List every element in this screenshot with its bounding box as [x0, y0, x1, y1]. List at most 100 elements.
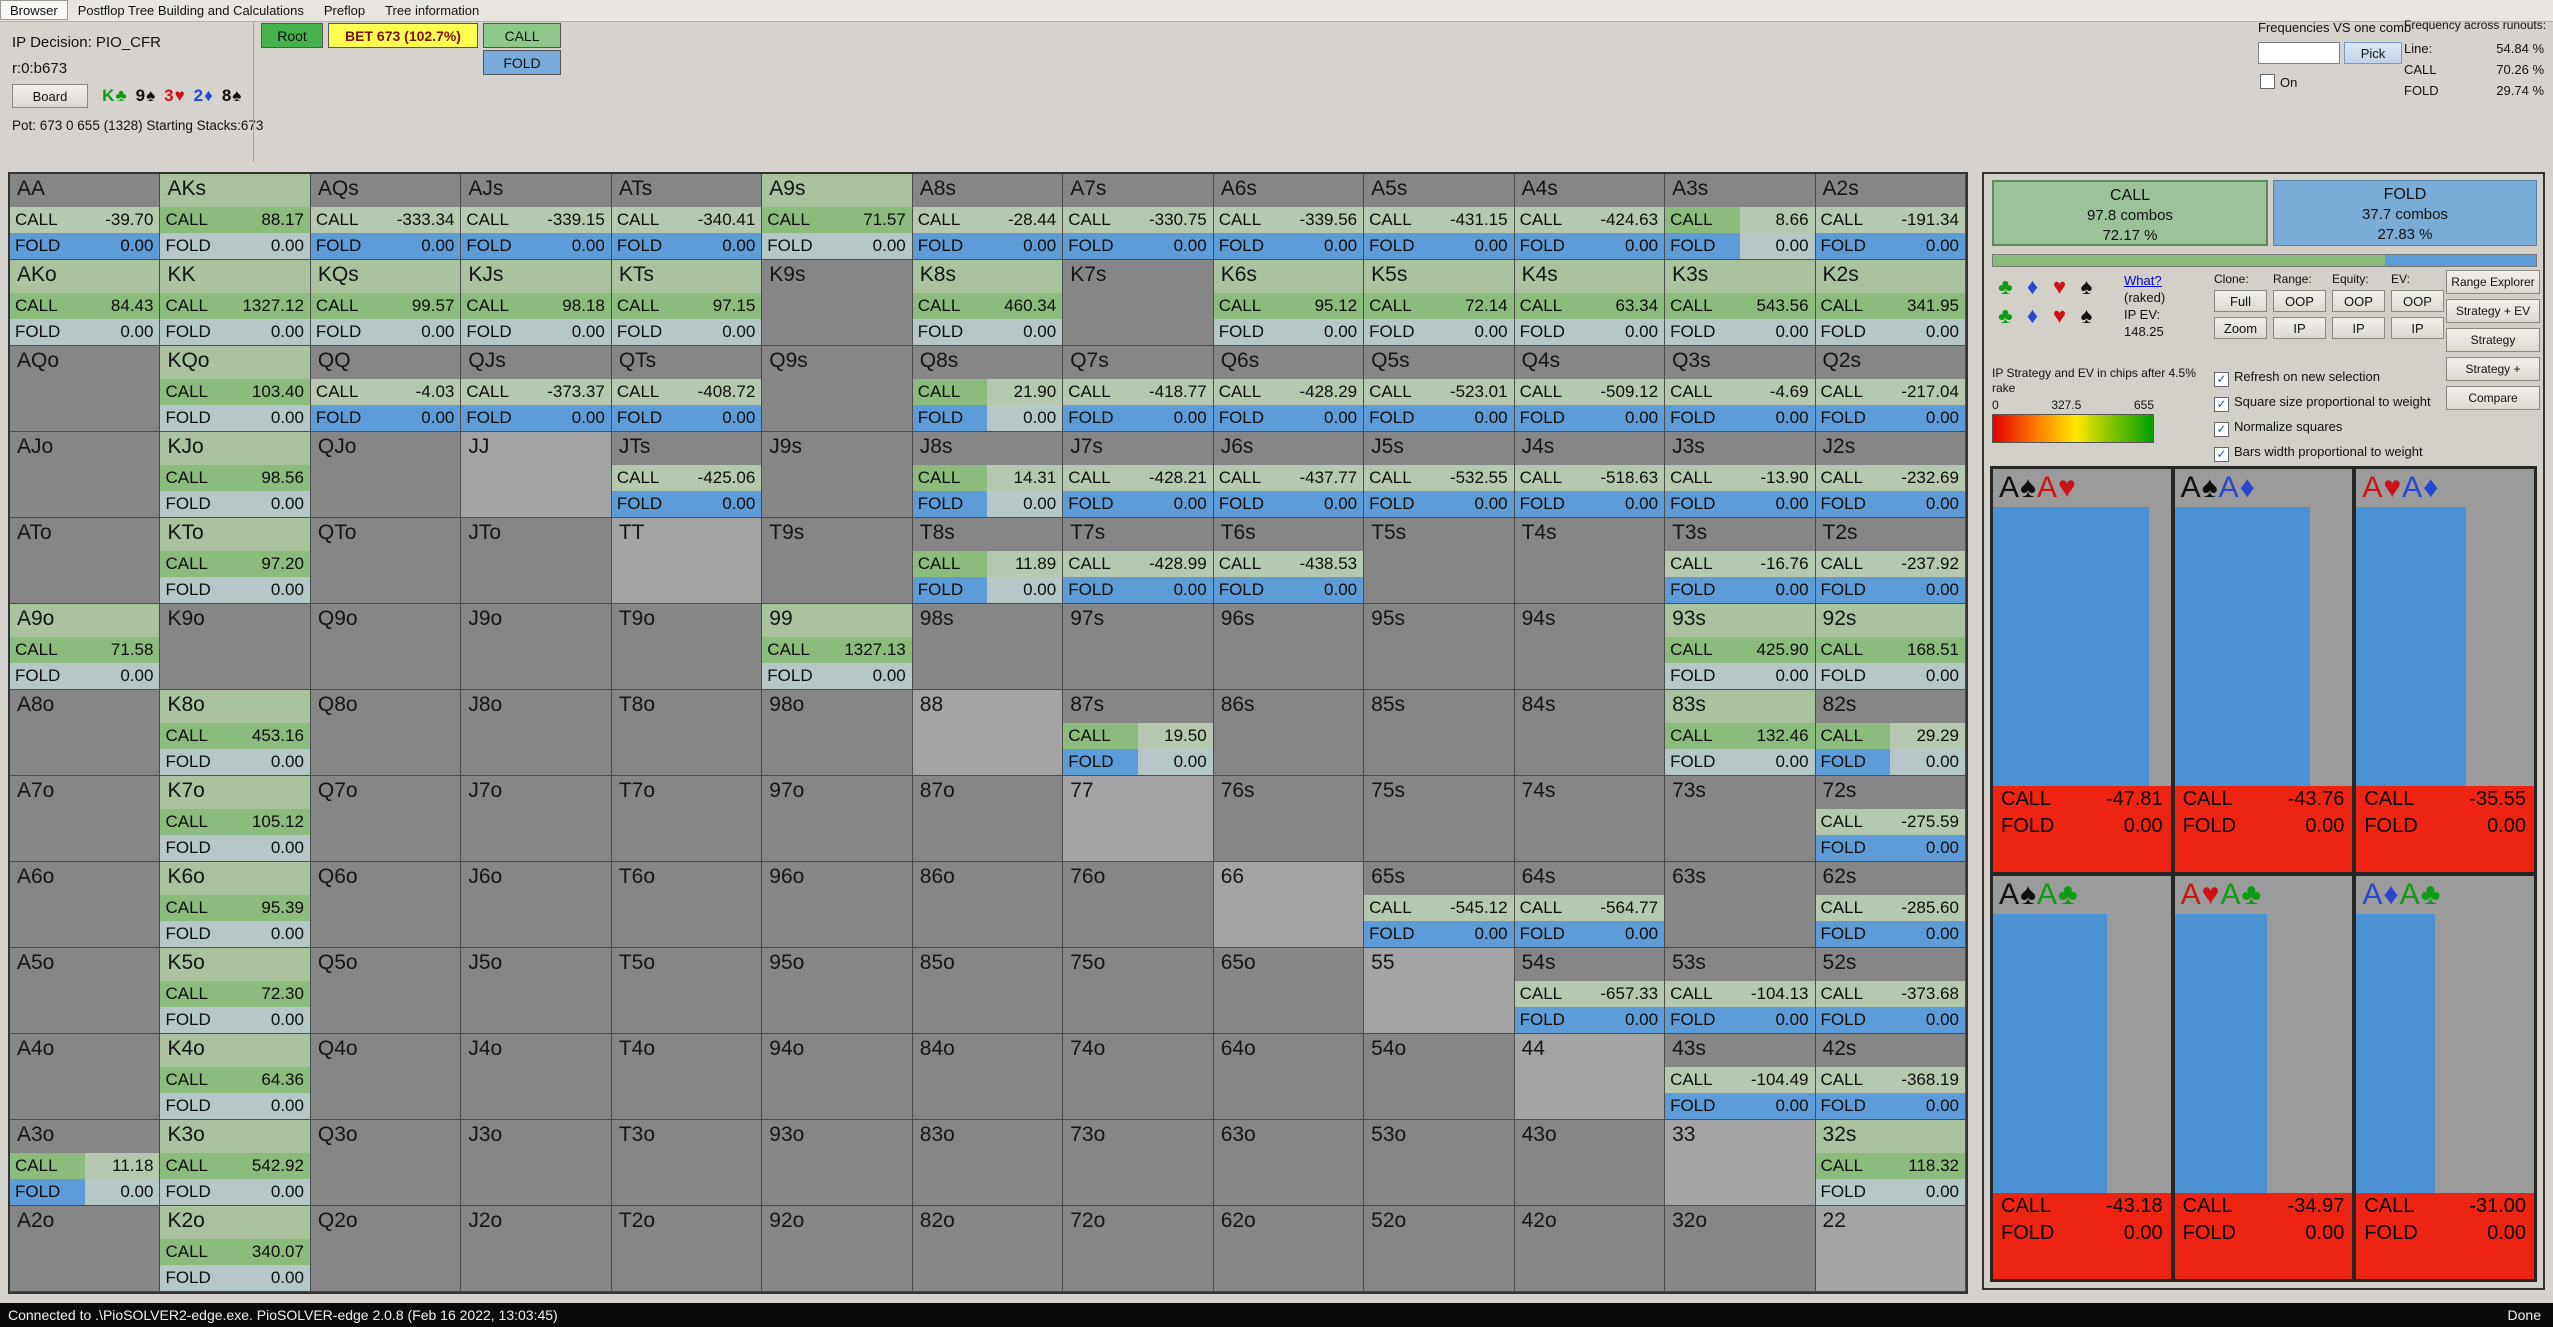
- menu-postflop-tree-building-and-calculations[interactable]: Postflop Tree Building and Calculations: [77, 3, 304, 18]
- grid-cell-A5o[interactable]: A5o: [10, 948, 161, 1034]
- suit-filter-s-icon[interactable]: ♠: [2080, 303, 2093, 328]
- grid-cell-K2o[interactable]: K2o CALL 340.07 FOLD 0.00: [160, 1206, 311, 1292]
- grid-cell-43o[interactable]: 43o: [1514, 1120, 1666, 1206]
- button-oop-2[interactable]: OOP: [2273, 290, 2326, 312]
- grid-cell-QTs[interactable]: QTs CALL -408.72 FOLD 0.00: [611, 346, 763, 432]
- grid-cell-J3o[interactable]: J3o: [461, 1120, 612, 1206]
- grid-cell-J2o[interactable]: J2o: [461, 1206, 612, 1292]
- grid-cell-K5s[interactable]: K5s CALL 72.14 FOLD 0.00: [1364, 260, 1515, 346]
- grid-cell-J9s[interactable]: J9s: [762, 432, 913, 518]
- suit-filter-h-icon[interactable]: ♥: [2052, 274, 2067, 299]
- grid-cell-A2s[interactable]: A2s CALL -191.34 FOLD 0.00: [1815, 174, 1966, 260]
- grid-cell-94o[interactable]: 94o: [762, 1034, 913, 1120]
- grid-cell-K3s[interactable]: K3s CALL 543.56 FOLD 0.00: [1665, 260, 1816, 346]
- grid-cell-K6o[interactable]: K6o CALL 95.39 FOLD 0.00: [160, 862, 311, 948]
- grid-cell-Q4s[interactable]: Q4s CALL -509.12 FOLD 0.00: [1514, 346, 1666, 432]
- grid-cell-KTo[interactable]: KTo CALL 97.20 FOLD 0.00: [160, 518, 311, 604]
- grid-cell-A4s[interactable]: A4s CALL -424.63 FOLD 0.00: [1514, 174, 1666, 260]
- grid-cell-J7s[interactable]: J7s CALL -428.21 FOLD 0.00: [1063, 432, 1214, 518]
- grid-cell-Q5s[interactable]: Q5s CALL -523.01 FOLD 0.00: [1364, 346, 1515, 432]
- menu-preflop[interactable]: Preflop: [323, 3, 366, 18]
- grid-cell-T7s[interactable]: T7s CALL -428.99 FOLD 0.00: [1063, 518, 1214, 604]
- grid-cell-T2o[interactable]: T2o: [611, 1206, 763, 1292]
- grid-cell-54s[interactable]: 54s CALL -657.33 FOLD 0.00: [1514, 948, 1666, 1034]
- grid-cell-T9s[interactable]: T9s: [762, 518, 913, 604]
- grid-cell-K9s[interactable]: K9s: [762, 260, 913, 346]
- suit-filter-d-icon[interactable]: ♦: [2026, 274, 2039, 299]
- grid-cell-76o[interactable]: 76o: [1063, 862, 1214, 948]
- grid-cell-99[interactable]: 99 CALL 1327.13 FOLD 0.00: [762, 604, 913, 690]
- combo-cell-ahac[interactable]: A♥A♣ CALL -34.97 FOLD 0.00: [2174, 876, 2353, 1279]
- grid-cell-94s[interactable]: 94s: [1514, 604, 1666, 690]
- grid-cell-A8s[interactable]: A8s CALL -28.44 FOLD 0.00: [912, 174, 1064, 260]
- grid-cell-Q6o[interactable]: Q6o: [310, 862, 462, 948]
- grid-cell-95s[interactable]: 95s: [1364, 604, 1515, 690]
- bars-width-proportional-to-weight-checkbox[interactable]: ✓ Bars width proportional to weight: [2214, 439, 2444, 464]
- grid-cell-T2s[interactable]: T2s CALL -237.92 FOLD 0.00: [1815, 518, 1966, 604]
- grid-cell-Q7o[interactable]: Q7o: [310, 776, 462, 862]
- checkbox-box[interactable]: ✓: [2214, 397, 2229, 412]
- grid-cell-82s[interactable]: 82s CALL 29.29 FOLD 0.00: [1815, 690, 1966, 776]
- range-explorer-button[interactable]: Range Explorer: [2446, 270, 2540, 294]
- grid-cell-KJs[interactable]: KJs CALL 98.18 FOLD 0.00: [461, 260, 612, 346]
- grid-cell-43s[interactable]: 43s CALL -104.49 FOLD 0.00: [1665, 1034, 1816, 1120]
- grid-cell-84s[interactable]: 84s: [1514, 690, 1666, 776]
- combo-cell-asah[interactable]: A♠A♥ CALL -47.81 FOLD 0.00: [1993, 469, 2171, 872]
- fold-summary-box[interactable]: FOLD 37.7 combos 27.83 %: [2273, 180, 2537, 246]
- normalize-squares-checkbox[interactable]: ✓ Normalize squares: [2214, 414, 2444, 439]
- grid-cell-AKs[interactable]: AKs CALL 88.17 FOLD 0.00: [160, 174, 311, 260]
- grid-cell-97s[interactable]: 97s: [1063, 604, 1214, 690]
- button-full-1[interactable]: Full: [2214, 290, 2267, 312]
- grid-cell-J6o[interactable]: J6o: [461, 862, 612, 948]
- grid-cell-Q8s[interactable]: Q8s CALL 21.90 FOLD 0.00: [912, 346, 1064, 432]
- grid-cell-32s[interactable]: 32s CALL 118.32 FOLD 0.00: [1815, 1120, 1966, 1206]
- grid-cell-J8s[interactable]: J8s CALL 14.31 FOLD 0.00: [912, 432, 1064, 518]
- refresh-on-new-selection-checkbox[interactable]: ✓ Refresh on new selection: [2214, 364, 2444, 389]
- grid-cell-K3o[interactable]: K3o CALL 542.92 FOLD 0.00: [160, 1120, 311, 1206]
- grid-cell-K7o[interactable]: K7o CALL 105.12 FOLD 0.00: [160, 776, 311, 862]
- grid-cell-J7o[interactable]: J7o: [461, 776, 612, 862]
- combo-cell-asad[interactable]: A♠A♦ CALL -43.76 FOLD 0.00: [2174, 469, 2353, 872]
- pick-button[interactable]: Pick: [2344, 42, 2402, 64]
- grid-cell-QJo[interactable]: QJo: [310, 432, 462, 518]
- grid-cell-J4o[interactable]: J4o: [461, 1034, 612, 1120]
- grid-cell-Q7s[interactable]: Q7s CALL -418.77 FOLD 0.00: [1063, 346, 1214, 432]
- grid-cell-T6s[interactable]: T6s CALL -438.53 FOLD 0.00: [1213, 518, 1365, 604]
- grid-cell-44[interactable]: 44: [1514, 1034, 1666, 1120]
- grid-cell-A8o[interactable]: A8o: [10, 690, 161, 776]
- grid-cell-T5o[interactable]: T5o: [611, 948, 763, 1034]
- strategy-button[interactable]: Strategy +: [2446, 357, 2540, 381]
- grid-cell-K8s[interactable]: K8s CALL 460.34 FOLD 0.00: [912, 260, 1064, 346]
- grid-cell-K8o[interactable]: K8o CALL 453.16 FOLD 0.00: [160, 690, 311, 776]
- grid-cell-KQs[interactable]: KQs CALL 99.57 FOLD 0.00: [310, 260, 462, 346]
- grid-cell-JTo[interactable]: JTo: [461, 518, 612, 604]
- grid-cell-K2s[interactable]: K2s CALL 341.95 FOLD 0.00: [1815, 260, 1966, 346]
- grid-cell-J9o[interactable]: J9o: [461, 604, 612, 690]
- grid-cell-93o[interactable]: 93o: [762, 1120, 913, 1206]
- checkbox-box[interactable]: ✓: [2214, 372, 2229, 387]
- grid-cell-74s[interactable]: 74s: [1514, 776, 1666, 862]
- grid-cell-Q5o[interactable]: Q5o: [310, 948, 462, 1034]
- grid-cell-73s[interactable]: 73s: [1665, 776, 1816, 862]
- grid-cell-87s[interactable]: 87s CALL 19.50 FOLD 0.00: [1063, 690, 1214, 776]
- grid-cell-73o[interactable]: 73o: [1063, 1120, 1214, 1206]
- grid-cell-63o[interactable]: 63o: [1213, 1120, 1365, 1206]
- grid-cell-A6s[interactable]: A6s CALL -339.56 FOLD 0.00: [1213, 174, 1365, 260]
- grid-cell-87o[interactable]: 87o: [912, 776, 1064, 862]
- grid-cell-Q9s[interactable]: Q9s: [762, 346, 913, 432]
- grid-cell-JTs[interactable]: JTs CALL -425.06 FOLD 0.00: [611, 432, 763, 518]
- grid-cell-72s[interactable]: 72s CALL -275.59 FOLD 0.00: [1815, 776, 1966, 862]
- grid-cell-75s[interactable]: 75s: [1364, 776, 1515, 862]
- strategy-button[interactable]: Strategy: [2446, 328, 2540, 352]
- grid-cell-83o[interactable]: 83o: [912, 1120, 1064, 1206]
- grid-cell-A6o[interactable]: A6o: [10, 862, 161, 948]
- grid-cell-22[interactable]: 22: [1815, 1206, 1966, 1292]
- grid-cell-92o[interactable]: 92o: [762, 1206, 913, 1292]
- grid-cell-97o[interactable]: 97o: [762, 776, 913, 862]
- grid-cell-72o[interactable]: 72o: [1063, 1206, 1214, 1292]
- grid-cell-A9o[interactable]: A9o CALL 71.58 FOLD 0.00: [10, 604, 161, 690]
- grid-cell-K5o[interactable]: K5o CALL 72.30 FOLD 0.00: [160, 948, 311, 1034]
- grid-cell-Q3s[interactable]: Q3s CALL -4.69 FOLD 0.00: [1665, 346, 1816, 432]
- vs-comb-input[interactable]: [2258, 42, 2340, 64]
- grid-cell-AA[interactable]: AA CALL -39.70 FOLD 0.00: [10, 174, 161, 260]
